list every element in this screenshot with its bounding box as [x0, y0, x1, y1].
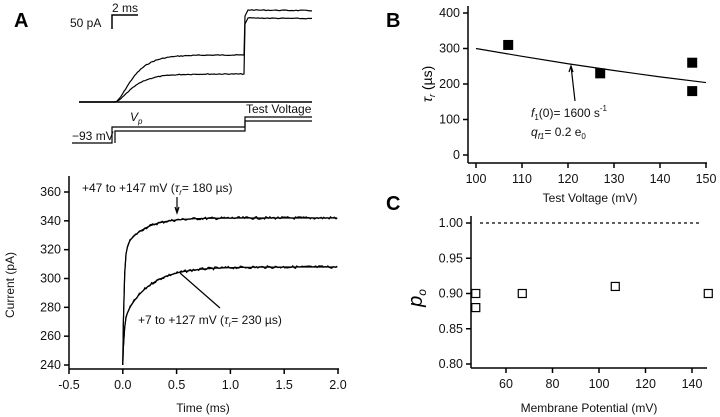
holding-potential-label: −93 mV [72, 129, 114, 143]
x-tick-label: 140 [650, 172, 671, 186]
fit-rate-label: f1(0)= 1600 s-1 [531, 104, 608, 122]
y-tick-label: 360 [40, 185, 61, 199]
y-tick-label: 300 [439, 42, 460, 56]
y-tick-label: 340 [40, 214, 61, 228]
data-trace-lower [122, 264, 338, 366]
x-tick-label: 140 [682, 377, 703, 391]
axes [467, 6, 707, 164]
y-tick-label: 1.00 [439, 216, 463, 230]
axes [68, 176, 339, 370]
data-point [610, 281, 620, 292]
axes [470, 216, 707, 369]
data-point [471, 288, 481, 299]
y-tick-label: 240 [40, 358, 61, 372]
y-tick-label: 0.95 [439, 251, 463, 265]
fit-curve [475, 47, 707, 84]
x-tick-label: 0.5 [168, 378, 185, 392]
y-tick-label: 0.85 [439, 322, 463, 336]
data-point [703, 288, 713, 299]
data-point [503, 39, 514, 50]
y-tick-label: 260 [40, 329, 61, 343]
series-label-upper: +47 to +147 mV (τr= 180 µs) [82, 181, 233, 197]
series-label-lower: +7 to +127 mV (τr= 230 µs) [138, 313, 282, 329]
x-tick-label: 60 [499, 377, 513, 391]
y-tick-label: 200 [439, 77, 460, 91]
x-tick-label: 100 [466, 172, 487, 186]
y-tick-label: 100 [439, 113, 460, 127]
data-point [517, 288, 527, 299]
current-trace-schematic: 2 ms 50 pA −93 mV Vp Test Voltage [70, 1, 313, 144]
x-tick-label: 120 [635, 377, 656, 391]
panel-label-a: A [14, 10, 28, 32]
current-trace-upper [79, 9, 312, 103]
x-tick-label: 130 [604, 172, 625, 186]
x-tick-label: -0.5 [58, 378, 80, 392]
x-tick-label: 1.5 [276, 378, 293, 392]
fit-curve-upper [122, 217, 338, 366]
current-vs-time-chart: Current (pA) Time (ms) +47 to +147 mV (τ… [3, 176, 347, 415]
y-tick-label: 300 [40, 272, 61, 286]
x-tick-label: 80 [546, 377, 560, 391]
y-tick-label: 0.80 [439, 357, 463, 371]
annotation-arrow [568, 64, 576, 102]
voltage-protocol-lower [114, 120, 312, 143]
annotation-arrow-upper [174, 197, 180, 215]
fit-charge-label: qf1= 0.2 e0 [531, 125, 586, 141]
x-axis-label: Test Voltage (mV) [543, 191, 638, 205]
panel-label-c: C [386, 193, 400, 215]
test-voltage-label: Test Voltage [246, 102, 312, 116]
scale-time-label: 2 ms [112, 1, 138, 15]
x-tick-label: 110 [512, 172, 532, 186]
y-tick-label: 400 [439, 6, 460, 20]
x-tick-label: 2.0 [329, 378, 346, 392]
y-axis-label: τr (µs) [419, 66, 437, 103]
data-point [687, 86, 698, 97]
y-tick-label: 0 [453, 148, 460, 162]
annotation-line-lower [179, 272, 221, 309]
voltage-protocol-upper [72, 116, 312, 144]
x-tick-label: 0.0 [114, 378, 131, 392]
panel-label-b: B [386, 10, 400, 32]
scale-bar [111, 14, 138, 29]
y-tick-label: 320 [40, 243, 61, 257]
y-tick-label: 280 [40, 300, 61, 314]
y-axis-label: po [405, 289, 429, 308]
x-axis-label: Membrane Potential (mV) [521, 401, 658, 415]
prepulse-label: Vp [130, 110, 143, 126]
data-point [687, 57, 698, 68]
x-axis-label: Time (ms) [176, 401, 230, 415]
current-trace-lower [79, 16, 313, 103]
scale-current-label: 50 pA [70, 16, 101, 30]
tau-vs-test-voltage-chart: τr (µs) Test Voltage (mV) f1(0)= 1600 s-… [419, 6, 716, 205]
x-tick-label: 120 [558, 172, 579, 186]
data-point [471, 303, 481, 313]
x-tick-label: 150 [696, 172, 717, 186]
data-trace-upper [122, 215, 338, 366]
y-axis-label: Current (pA) [3, 252, 17, 318]
x-tick-label: 1.0 [222, 378, 239, 392]
data-point [595, 68, 606, 79]
x-tick-label: 100 [589, 377, 610, 391]
y-tick-label: 0.90 [439, 287, 463, 301]
open-probability-chart: po Membrane Potential (mV) 0.80 0.85 0.90 0… [405, 216, 713, 415]
